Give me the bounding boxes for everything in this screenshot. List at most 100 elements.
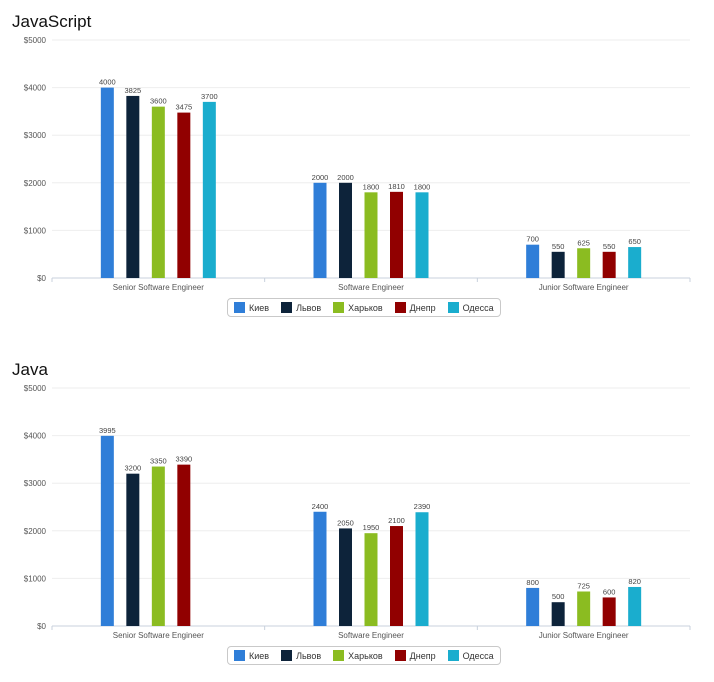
data-label: 3200 (124, 464, 141, 473)
chart-legend: Киев Львов Харьков Днепр Одесса (227, 646, 501, 665)
bar[interactable] (390, 191, 403, 278)
data-label: 500 (552, 592, 565, 601)
legend-item-lviv[interactable]: Львов (281, 302, 321, 313)
bar[interactable] (339, 528, 352, 626)
y-tick-label: $5000 (24, 36, 47, 45)
bar[interactable] (151, 106, 165, 278)
data-label: 3475 (175, 103, 192, 112)
bar[interactable] (551, 602, 565, 626)
data-label: 3825 (124, 86, 141, 95)
x-tick-label: Software Engineer (338, 631, 404, 640)
bar[interactable] (339, 182, 352, 278)
data-label: 820 (628, 577, 641, 586)
bar[interactable] (364, 192, 378, 278)
y-tick-label: $0 (37, 274, 46, 283)
bar[interactable] (313, 182, 327, 278)
bar[interactable] (151, 466, 165, 626)
legend-item-lviv[interactable]: Львов (281, 650, 321, 661)
bar[interactable] (551, 251, 565, 278)
data-label: 625 (577, 238, 590, 247)
bar[interactable] (577, 591, 591, 626)
x-tick-label: Junior Software Engineer (539, 283, 629, 292)
y-tick-label: $1000 (24, 574, 47, 583)
data-label: 3350 (150, 457, 167, 466)
legend-label: Днепр (409, 302, 436, 313)
data-label: 3600 (150, 97, 167, 106)
legend-swatch (281, 302, 293, 313)
x-tick-label: Senior Software Engineer (113, 283, 205, 292)
y-tick-label: $5000 (24, 384, 47, 393)
y-tick-label: $1000 (24, 226, 47, 235)
data-label: 1800 (363, 182, 380, 191)
bar[interactable] (628, 586, 642, 626)
data-label: 725 (577, 581, 590, 590)
y-tick-label: $4000 (24, 84, 47, 93)
y-tick-label: $2000 (24, 179, 47, 188)
legend-item-kharkiv[interactable]: Харьков (333, 650, 383, 661)
bar[interactable] (390, 526, 403, 626)
bar[interactable] (526, 587, 540, 626)
chart-panel-java: Java $0 $1000 $2000 $3000 $4000 $5000 Senior S… (0, 360, 714, 678)
legend-label: Одесса (462, 650, 494, 661)
legend-item-kiev[interactable]: Киев (234, 302, 269, 313)
legend-swatch (394, 650, 406, 661)
bar-chart-java: $0 $1000 $2000 $3000 $4000 $5000 Senior Softwa… (24, 384, 691, 640)
bar[interactable] (177, 464, 191, 626)
bar[interactable] (415, 512, 429, 626)
bar[interactable] (628, 247, 642, 278)
bar[interactable] (177, 112, 191, 278)
bar[interactable] (577, 248, 591, 278)
legend-swatch (234, 302, 245, 313)
bar[interactable] (415, 192, 429, 278)
bar[interactable] (526, 244, 540, 278)
legend-swatch (447, 302, 459, 313)
legend-item-kharkiv[interactable]: Харьков (333, 302, 383, 313)
data-label: 650 (628, 237, 641, 246)
legend-swatch (447, 650, 459, 661)
legend-label: Харьков (348, 650, 383, 661)
chart-legend: Киев Львов Харьков Днепр Одесса (227, 298, 501, 317)
bar[interactable] (126, 473, 140, 626)
legend-label: Харьков (348, 302, 383, 313)
legend-label: Киев (249, 650, 270, 661)
data-label: 2000 (337, 173, 354, 182)
x-tick-label: Senior Software Engineer (113, 631, 205, 640)
legend-item-odesa[interactable]: Одесса (447, 650, 494, 661)
chart-panel-javascript: JavaScript $0 $1000 $2000 $3000 $4000 $5000 Se… (0, 12, 714, 330)
data-label: 1810 (388, 182, 405, 191)
bar[interactable] (602, 251, 616, 278)
chart-title: JavaScript (12, 12, 92, 31)
legend-label: Днепр (409, 650, 436, 661)
legend-swatch (333, 650, 345, 661)
data-label: 550 (552, 242, 565, 251)
legend-item-dnipro[interactable]: Днепр (394, 650, 436, 661)
bar[interactable] (364, 533, 378, 626)
bar[interactable] (202, 101, 216, 278)
data-label: 2000 (312, 173, 329, 182)
legend-label: Киев (249, 302, 270, 313)
legend-item-dnipro[interactable]: Днепр (394, 302, 436, 313)
bar[interactable] (126, 95, 140, 279)
data-label: 600 (603, 587, 616, 596)
y-tick-label: $4000 (24, 432, 47, 441)
y-tick-label: $0 (37, 622, 46, 631)
legend-item-kiev[interactable]: Киев (234, 650, 269, 661)
data-label: 800 (526, 578, 539, 587)
bar[interactable] (100, 435, 114, 626)
legend-item-odesa[interactable]: Одесса (447, 302, 494, 313)
legend-swatch (333, 302, 345, 313)
bar[interactable] (313, 511, 327, 626)
legend-label: Львов (296, 650, 322, 661)
data-label: 2400 (312, 502, 329, 511)
data-label: 2050 (337, 518, 354, 527)
legend-swatch (281, 650, 293, 661)
legend-swatch (234, 650, 245, 661)
data-label: 4000 (99, 78, 116, 87)
data-label: 3995 (99, 426, 116, 435)
data-label: 3700 (201, 92, 218, 101)
bar[interactable] (100, 87, 114, 278)
legend-swatch (394, 302, 406, 313)
bar[interactable] (602, 597, 616, 626)
legend-label: Львов (296, 302, 322, 313)
bar-chart-javascript: $0 $1000 $2000 $3000 $4000 $5000 Senior Softwa… (24, 36, 691, 292)
